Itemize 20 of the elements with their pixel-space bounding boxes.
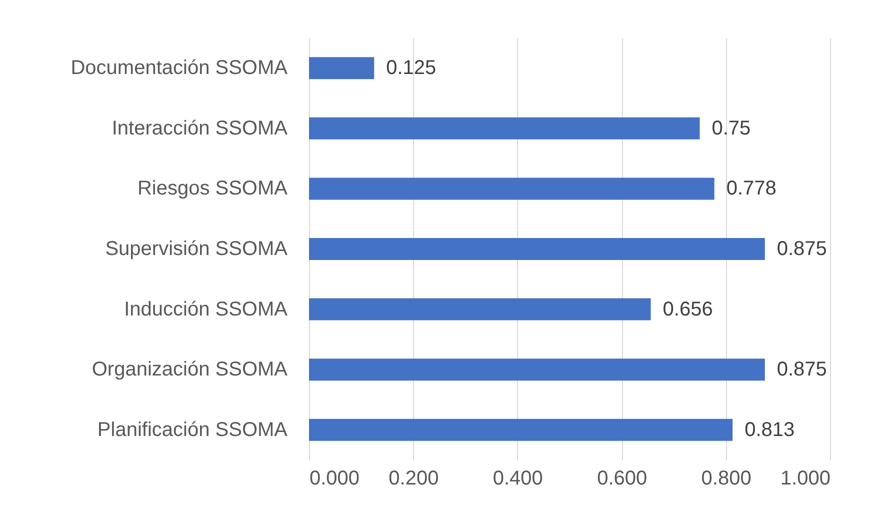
x-tick-label: 0.800 — [701, 468, 752, 490]
data-label: 0.778 — [726, 178, 776, 200]
x-tick-label: 0.200 — [388, 468, 439, 490]
y-tick-label: Interacción SSOMA — [112, 117, 288, 140]
data-label: 0.75 — [712, 117, 751, 140]
y-tick-label: Riesgos SSOMA — [137, 178, 288, 200]
data-label: 0.875 — [776, 358, 827, 381]
y-tick-label: Planificación SSOMA — [97, 418, 288, 441]
x-tick-label: 1.000 — [780, 468, 830, 490]
x-tick-label: 0.400 — [492, 468, 543, 490]
y-tick-label: Documentación SSOMA — [70, 57, 288, 80]
data-label: 0.656 — [662, 298, 713, 320]
data-label: 0.875 — [776, 238, 827, 260]
x-tick-label: 0.000 — [310, 468, 360, 490]
data-label: 0.125 — [386, 57, 436, 80]
y-tick-label: Supervisión SSOMA — [105, 238, 288, 260]
data-label: 0.813 — [744, 418, 795, 441]
y-tick-label: Inducción SSOMA — [124, 298, 288, 320]
y-tick-label: Organización SSOMA — [92, 358, 288, 381]
x-tick-label: 0.600 — [597, 468, 648, 490]
